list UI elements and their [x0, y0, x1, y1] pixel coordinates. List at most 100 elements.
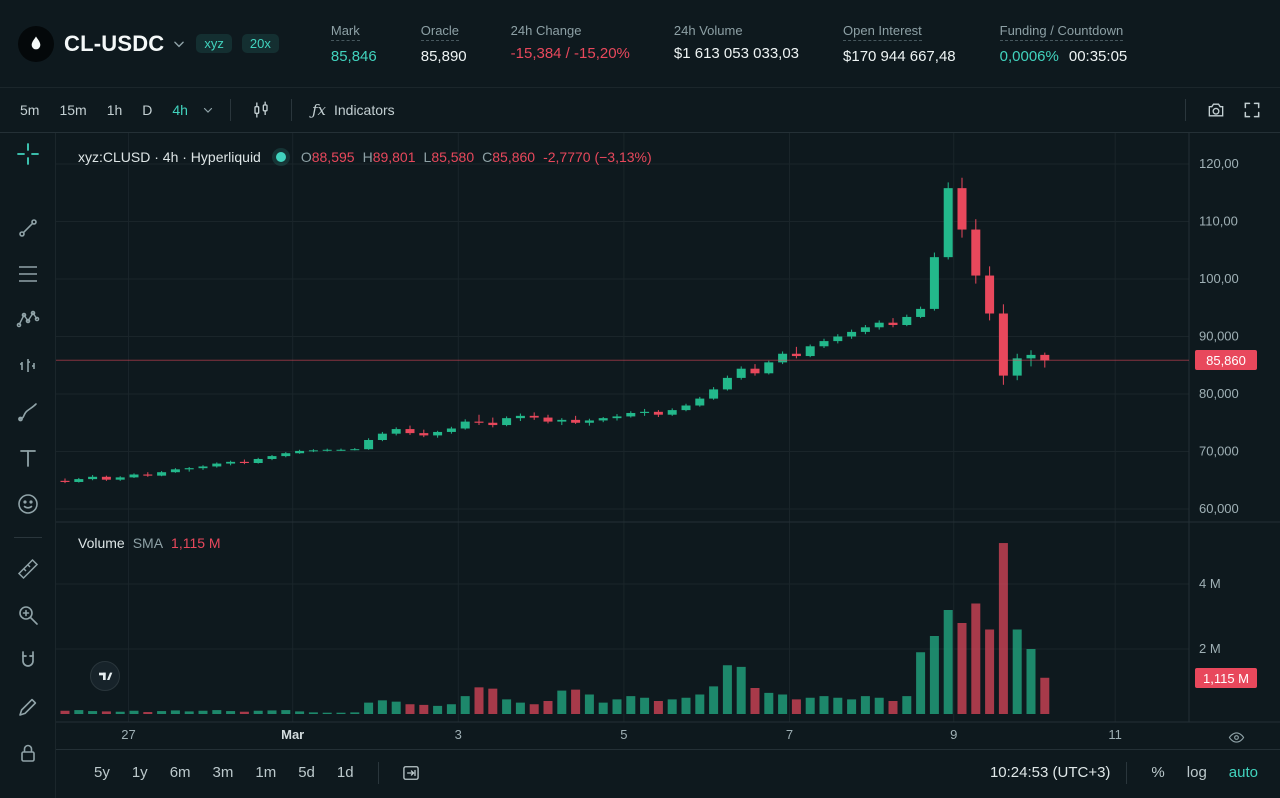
- market-stats: Mark 85,846 Oracle 85,890 24h Change -15…: [330, 23, 1127, 65]
- stat-open-interest-label: Open Interest: [843, 23, 922, 41]
- svg-text:9: 9: [950, 727, 957, 742]
- chevron-down-icon: [203, 107, 213, 113]
- droplet-icon: [31, 36, 41, 49]
- main-area: 27 Mar 3 5 7 9 11 120,00 110,00 100,00 90,000 80,00…: [0, 133, 1280, 798]
- stat-24h-change-label: 24h Change: [510, 22, 582, 38]
- legend-title[interactable]: xyz:CLUSD · 4h · Hyperliquid: [78, 149, 261, 165]
- svg-text:Mar: Mar: [281, 727, 304, 742]
- svg-text:7: 7: [786, 727, 793, 742]
- stat-oracle-value: 85,890: [420, 47, 467, 65]
- range-1m[interactable]: 1m: [247, 760, 284, 785]
- bars-pattern-icon: [19, 359, 35, 372]
- svg-text:2 M: 2 M: [1199, 641, 1221, 656]
- measure-tool[interactable]: [13, 554, 43, 584]
- svg-text:110,00: 110,00: [1199, 214, 1238, 229]
- zoom-in-tool[interactable]: [13, 600, 43, 630]
- chevron-down-icon: [174, 41, 185, 47]
- fib-retracement-tool[interactable]: [13, 259, 43, 289]
- tradingview-logo[interactable]: [90, 661, 120, 691]
- timeframe-1h[interactable]: 1h: [99, 97, 131, 123]
- timeframe-5m[interactable]: 5m: [12, 97, 47, 123]
- fib-retracement-icon: [18, 266, 37, 282]
- stat-24h-volume-value: $1 613 053 033,03: [673, 44, 800, 62]
- auto-scale-button[interactable]: auto: [1221, 760, 1266, 785]
- emoji-tool[interactable]: [13, 489, 43, 519]
- symbol-selector[interactable]: CL-USDC: [64, 31, 186, 57]
- emoji-icon: [17, 494, 38, 514]
- magnet-tool[interactable]: [13, 646, 43, 676]
- stat-mark-value: 85,846: [330, 47, 377, 65]
- trend-line-tool[interactable]: [13, 213, 43, 243]
- timeframe-1d[interactable]: D: [134, 97, 160, 123]
- function-icon: ƒx: [311, 101, 326, 119]
- brush-icon: [17, 403, 37, 422]
- session-clock[interactable]: 10:24:53 (UTC+3): [989, 764, 1111, 781]
- volume-label[interactable]: Volume: [78, 535, 125, 551]
- edit-drawings-tool[interactable]: [13, 692, 43, 722]
- svg-text:80,000: 80,000: [1199, 386, 1239, 401]
- symbol-group: CL-USDC xyz 20x: [18, 25, 279, 62]
- bottom-toolbar: 5y 1y 6m 3m 1m 5d 1d 10:24:53 (UTC+3) % …: [56, 749, 1280, 795]
- range-1y[interactable]: 1y: [124, 760, 156, 785]
- timeframe-menu-button[interactable]: [200, 102, 216, 118]
- zoom-in-icon: [18, 606, 38, 625]
- range-3m[interactable]: 3m: [205, 760, 242, 785]
- go-to-date-button[interactable]: [395, 759, 427, 787]
- bars-pattern-tool[interactable]: [13, 351, 43, 381]
- range-1d[interactable]: 1d: [329, 760, 362, 785]
- trend-line-icon: [18, 219, 37, 237]
- eye-icon: [1228, 731, 1244, 743]
- text-tool[interactable]: [13, 443, 43, 473]
- svg-text:11: 11: [1108, 727, 1122, 742]
- magnet-icon: [21, 651, 34, 667]
- xabcd-pattern-tool[interactable]: [13, 305, 43, 335]
- svg-text:5: 5: [620, 727, 627, 742]
- stat-mark-label: Mark: [330, 23, 360, 41]
- timeframe-15m[interactable]: 15m: [51, 97, 94, 123]
- leverage-badge[interactable]: 20x: [241, 34, 279, 53]
- symbol-name: CL-USDC: [64, 30, 165, 56]
- svg-text:120,00: 120,00: [1199, 156, 1239, 171]
- svg-text:4 M: 4 M: [1199, 576, 1221, 591]
- go-to-date-icon: [402, 765, 419, 780]
- candlestick-chart[interactable]: 27 Mar 3 5 7 9 11 120,00 110,00 100,00 90,000 80,00…: [56, 133, 1280, 749]
- stat-24h-change-value: -15,384 / -15,20%: [510, 44, 630, 62]
- timeframe-4h[interactable]: 4h: [164, 97, 196, 123]
- divider: [1126, 761, 1128, 784]
- indicators-button[interactable]: ƒx Indicators: [306, 97, 401, 123]
- fullscreen-button[interactable]: [1236, 96, 1268, 124]
- hyperliquid-logo: [18, 25, 54, 62]
- stat-mark: Mark 85,846: [330, 23, 377, 65]
- percent-scale-button[interactable]: %: [1143, 760, 1172, 785]
- range-6m[interactable]: 6m: [162, 760, 199, 785]
- stat-24h-change: 24h Change -15,384 / -15,20%: [511, 23, 630, 62]
- header: CL-USDC xyz 20x Mark 85,846 Oracle 85,89…: [0, 0, 1280, 88]
- lock-drawings-tool[interactable]: [13, 738, 43, 768]
- range-5d[interactable]: 5d: [290, 760, 323, 785]
- sma-label: SMA: [132, 535, 164, 551]
- text-icon: [19, 450, 36, 467]
- indicators-label: Indicators: [333, 102, 395, 118]
- snapshot-button[interactable]: [1200, 96, 1232, 124]
- last-volume-tag: 1,115 M: [1195, 668, 1257, 688]
- divider: [13, 537, 42, 538]
- svg-text:70,000: 70,000: [1199, 444, 1239, 459]
- chart-area[interactable]: 27 Mar 3 5 7 9 11 120,00 110,00 100,00 90,000 80,00…: [56, 133, 1280, 749]
- brush-tool[interactable]: [13, 397, 43, 427]
- stat-24h-volume: 24h Volume $1 613 053 033,03: [674, 23, 799, 62]
- dex-badge[interactable]: xyz: [196, 34, 232, 53]
- divider: [229, 99, 231, 121]
- svg-text:90,000: 90,000: [1199, 329, 1239, 344]
- range-5y[interactable]: 5y: [86, 760, 118, 785]
- crosshair-icon: [16, 143, 39, 165]
- legend-ohlc: O88,595 H89,801 L85,580 C85,860 -2,7770 …: [300, 149, 652, 165]
- log-scale-button[interactable]: log: [1179, 760, 1215, 785]
- stat-open-interest-value: $170 944 667,48: [843, 47, 956, 65]
- chart-style-button[interactable]: [245, 96, 277, 124]
- axis-settings-button[interactable]: [1226, 727, 1246, 747]
- tradingview-icon: [99, 672, 113, 680]
- stat-funding: Funding / Countdown 0,0006% 00:35:05: [999, 23, 1127, 65]
- stat-oracle: Oracle 85,890: [420, 23, 467, 65]
- crosshair-tool[interactable]: [13, 139, 43, 169]
